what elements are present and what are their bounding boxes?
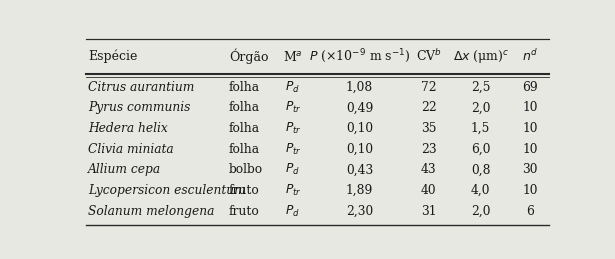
Text: 2,0: 2,0: [471, 205, 491, 218]
Text: 10: 10: [522, 122, 538, 135]
Text: 10: 10: [522, 102, 538, 114]
Text: $P_{tr}$: $P_{tr}$: [285, 121, 301, 136]
Text: Lycopersicon esculentum: Lycopersicon esculentum: [88, 184, 245, 197]
Text: folha: folha: [229, 81, 260, 94]
Text: 4,0: 4,0: [471, 184, 491, 197]
Text: $n^d$: $n^d$: [522, 48, 538, 64]
Text: 35: 35: [421, 122, 437, 135]
Text: folha: folha: [229, 143, 260, 156]
Text: 0,10: 0,10: [346, 143, 373, 156]
Text: fruto: fruto: [229, 205, 260, 218]
Text: 0,8: 0,8: [471, 163, 491, 176]
Text: $P$ (×10$^{-9}$ m s$^{-1}$): $P$ (×10$^{-9}$ m s$^{-1}$): [309, 48, 410, 65]
Text: 1,08: 1,08: [346, 81, 373, 94]
Text: 10: 10: [522, 184, 538, 197]
Text: 0,43: 0,43: [346, 163, 373, 176]
Text: Clivia miniata: Clivia miniata: [88, 143, 173, 156]
Text: M$^a$: M$^a$: [283, 49, 303, 63]
Text: Espécie: Espécie: [88, 50, 137, 63]
Text: Pyrus communis: Pyrus communis: [88, 102, 190, 114]
Text: 1,5: 1,5: [471, 122, 490, 135]
Text: Citrus aurantium: Citrus aurantium: [88, 81, 194, 94]
Text: fruto: fruto: [229, 184, 260, 197]
Text: $P_d$: $P_d$: [285, 80, 300, 95]
Text: folha: folha: [229, 102, 260, 114]
Text: $P_{tr}$: $P_{tr}$: [285, 183, 301, 198]
Text: 10: 10: [522, 143, 538, 156]
Text: 40: 40: [421, 184, 437, 197]
Text: $P_{tr}$: $P_{tr}$: [285, 100, 301, 116]
Text: $\Delta x$ (μm)$^c$: $\Delta x$ (μm)$^c$: [453, 48, 509, 65]
Text: 30: 30: [522, 163, 538, 176]
Text: Órgão: Órgão: [229, 49, 268, 64]
Text: 2,0: 2,0: [471, 102, 491, 114]
Text: Allium cepa: Allium cepa: [88, 163, 161, 176]
Text: 6: 6: [526, 205, 534, 218]
Text: folha: folha: [229, 122, 260, 135]
Text: 1,89: 1,89: [346, 184, 373, 197]
Text: 69: 69: [522, 81, 538, 94]
Text: 0,49: 0,49: [346, 102, 373, 114]
Text: 43: 43: [421, 163, 437, 176]
Text: Solanum melongena: Solanum melongena: [88, 205, 214, 218]
Text: 2,30: 2,30: [346, 205, 373, 218]
Text: 31: 31: [421, 205, 437, 218]
Text: $P_{tr}$: $P_{tr}$: [285, 142, 301, 157]
Text: CV$^b$: CV$^b$: [416, 48, 442, 64]
Text: Hedera helix: Hedera helix: [88, 122, 167, 135]
Text: 0,10: 0,10: [346, 122, 373, 135]
Text: 6,0: 6,0: [471, 143, 491, 156]
Text: bolbo: bolbo: [229, 163, 263, 176]
Text: 2,5: 2,5: [471, 81, 491, 94]
Text: 72: 72: [421, 81, 437, 94]
Text: $P_d$: $P_d$: [285, 162, 300, 177]
Text: 23: 23: [421, 143, 437, 156]
Text: $P_d$: $P_d$: [285, 204, 300, 219]
Text: 22: 22: [421, 102, 437, 114]
